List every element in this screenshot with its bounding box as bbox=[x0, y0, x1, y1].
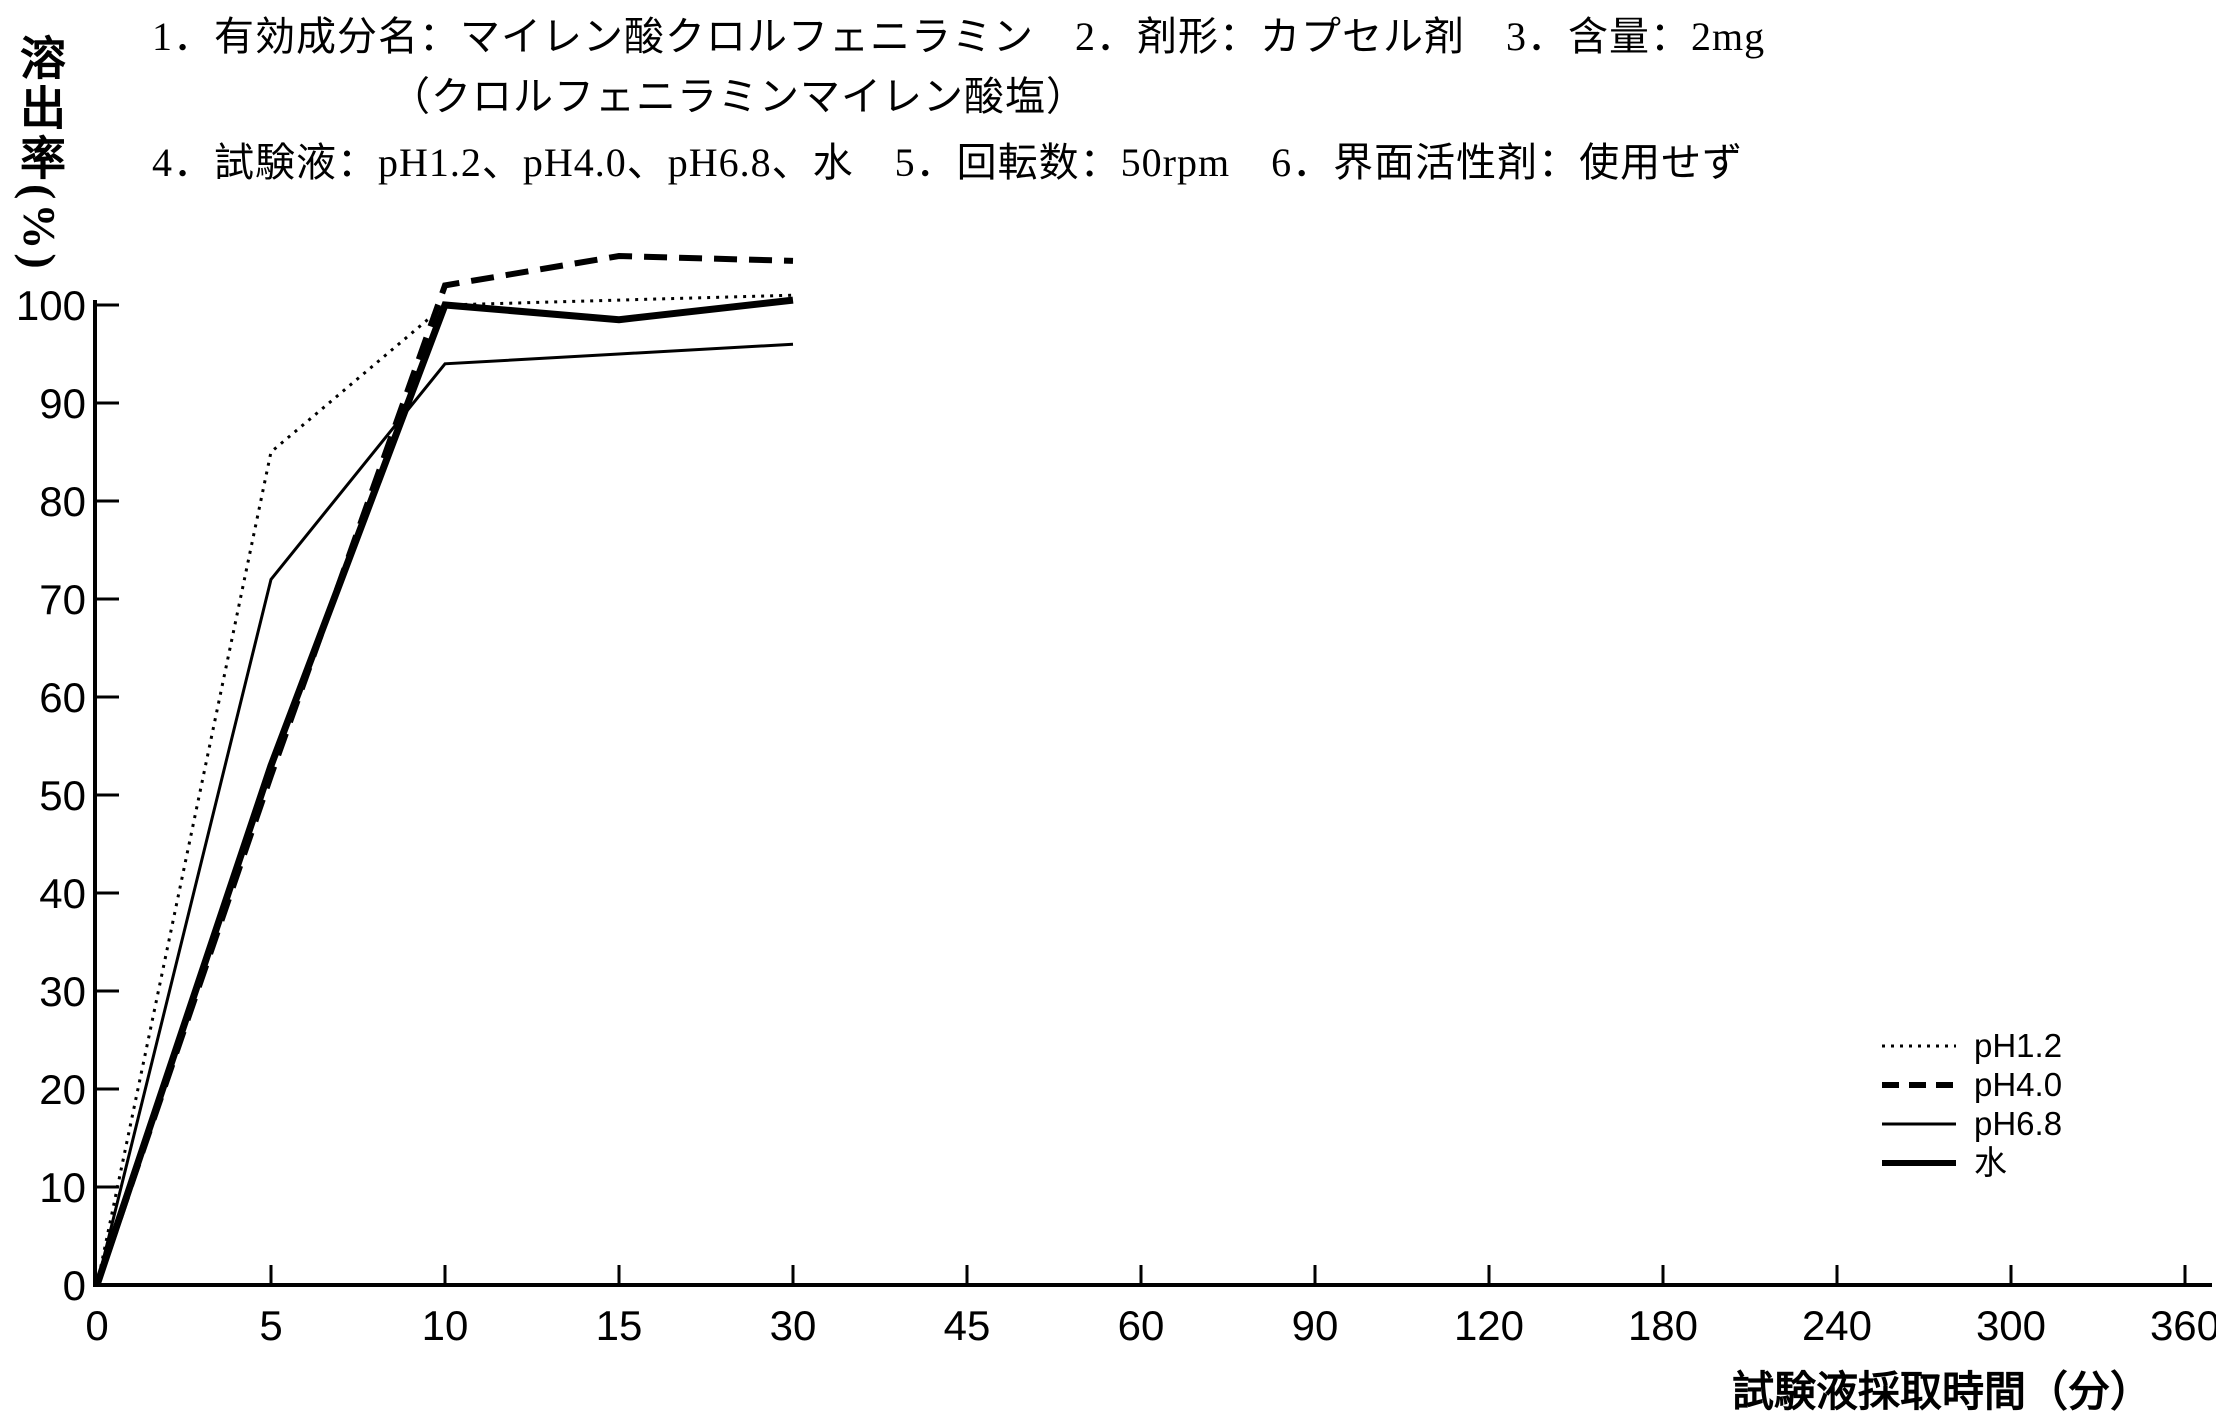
x-tick-label: 30 bbox=[770, 1302, 817, 1349]
axes bbox=[93, 300, 2212, 1287]
legend-label: pH4.0 bbox=[1974, 1066, 2063, 1103]
x-tick-label: 10 bbox=[422, 1302, 469, 1349]
dotted-line-swatch-icon bbox=[1882, 1044, 1956, 1047]
x-tick-label: 180 bbox=[1628, 1302, 1698, 1349]
tick-labels: 0 10 20 30 40 50 60 70 80 90 100 0 5 10 15 30 45 60 90 120 1… bbox=[16, 282, 2216, 1349]
x-tick-label: 360 bbox=[2150, 1302, 2216, 1349]
legend-label: 水 bbox=[1974, 1144, 2007, 1181]
x-tick-label: 45 bbox=[944, 1302, 991, 1349]
thin-solid-line-swatch-icon bbox=[1882, 1122, 1956, 1125]
legend-item-ph12: pH1.2 bbox=[1880, 1026, 2062, 1065]
x-tick-label: 240 bbox=[1802, 1302, 1872, 1349]
series-line-2 bbox=[95, 342, 794, 1286]
y-tick-label: 60 bbox=[39, 674, 86, 721]
legend-item-ph40: pH4.0 bbox=[1880, 1065, 2062, 1104]
legend-item-water: 水 bbox=[1880, 1143, 2062, 1182]
x-tick-label: 15 bbox=[596, 1302, 643, 1349]
header-line-3: 4．試験液：pH1.2、pH4.0、pH6.8、水 5．回転数：50rpm 6．… bbox=[152, 140, 1744, 185]
series-lines bbox=[93, 252, 794, 1287]
legend-label: pH1.2 bbox=[1974, 1027, 2063, 1064]
y-tick-label: 0 bbox=[63, 1262, 86, 1309]
legend: pH1.2 pH4.0 pH6.8 水 bbox=[1880, 1026, 2062, 1182]
y-tick-label: 100 bbox=[16, 282, 86, 329]
y-tick-label: 40 bbox=[39, 870, 86, 917]
x-tick-label: 90 bbox=[1292, 1302, 1339, 1349]
thick-solid-line-swatch-icon bbox=[1882, 1159, 1956, 1166]
legend-label: pH6.8 bbox=[1974, 1105, 2063, 1142]
header-line-2: （クロルフェニラミンマイレン酸塩） bbox=[390, 74, 1087, 119]
legend-item-ph68: pH6.8 bbox=[1880, 1104, 2062, 1143]
series-line-1 bbox=[94, 252, 794, 1286]
axis-ticks bbox=[95, 303, 2187, 1285]
x-tick-label: 5 bbox=[259, 1302, 282, 1349]
y-tick-label: 80 bbox=[39, 478, 86, 525]
x-tick-label: 60 bbox=[1118, 1302, 1165, 1349]
y-axis-title: 溶出率(%) bbox=[14, 34, 65, 273]
series-line-3 bbox=[93, 296, 794, 1287]
series-line-0 bbox=[95, 293, 794, 1286]
header-line-1: 1．有効成分名：マイレン酸クロルフェニラミン 2．剤形：カプセル剤 3．含量：2… bbox=[152, 14, 1766, 59]
y-tick-label: 90 bbox=[39, 380, 86, 427]
x-axis-title: 試験液採取時間（分） bbox=[1731, 1370, 2152, 1416]
x-tick-label: 300 bbox=[1976, 1302, 2046, 1349]
y-tick-label: 10 bbox=[39, 1164, 86, 1211]
y-tick-label: 20 bbox=[39, 1066, 86, 1113]
dashed-line-swatch-icon bbox=[1882, 1081, 1956, 1088]
y-tick-label: 70 bbox=[39, 576, 86, 623]
y-tick-label: 50 bbox=[39, 772, 86, 819]
y-tick-label: 30 bbox=[39, 968, 86, 1015]
x-tick-label: 120 bbox=[1454, 1302, 1524, 1349]
axis-frame bbox=[93, 300, 2212, 1287]
x-tick-label: 0 bbox=[85, 1302, 108, 1349]
